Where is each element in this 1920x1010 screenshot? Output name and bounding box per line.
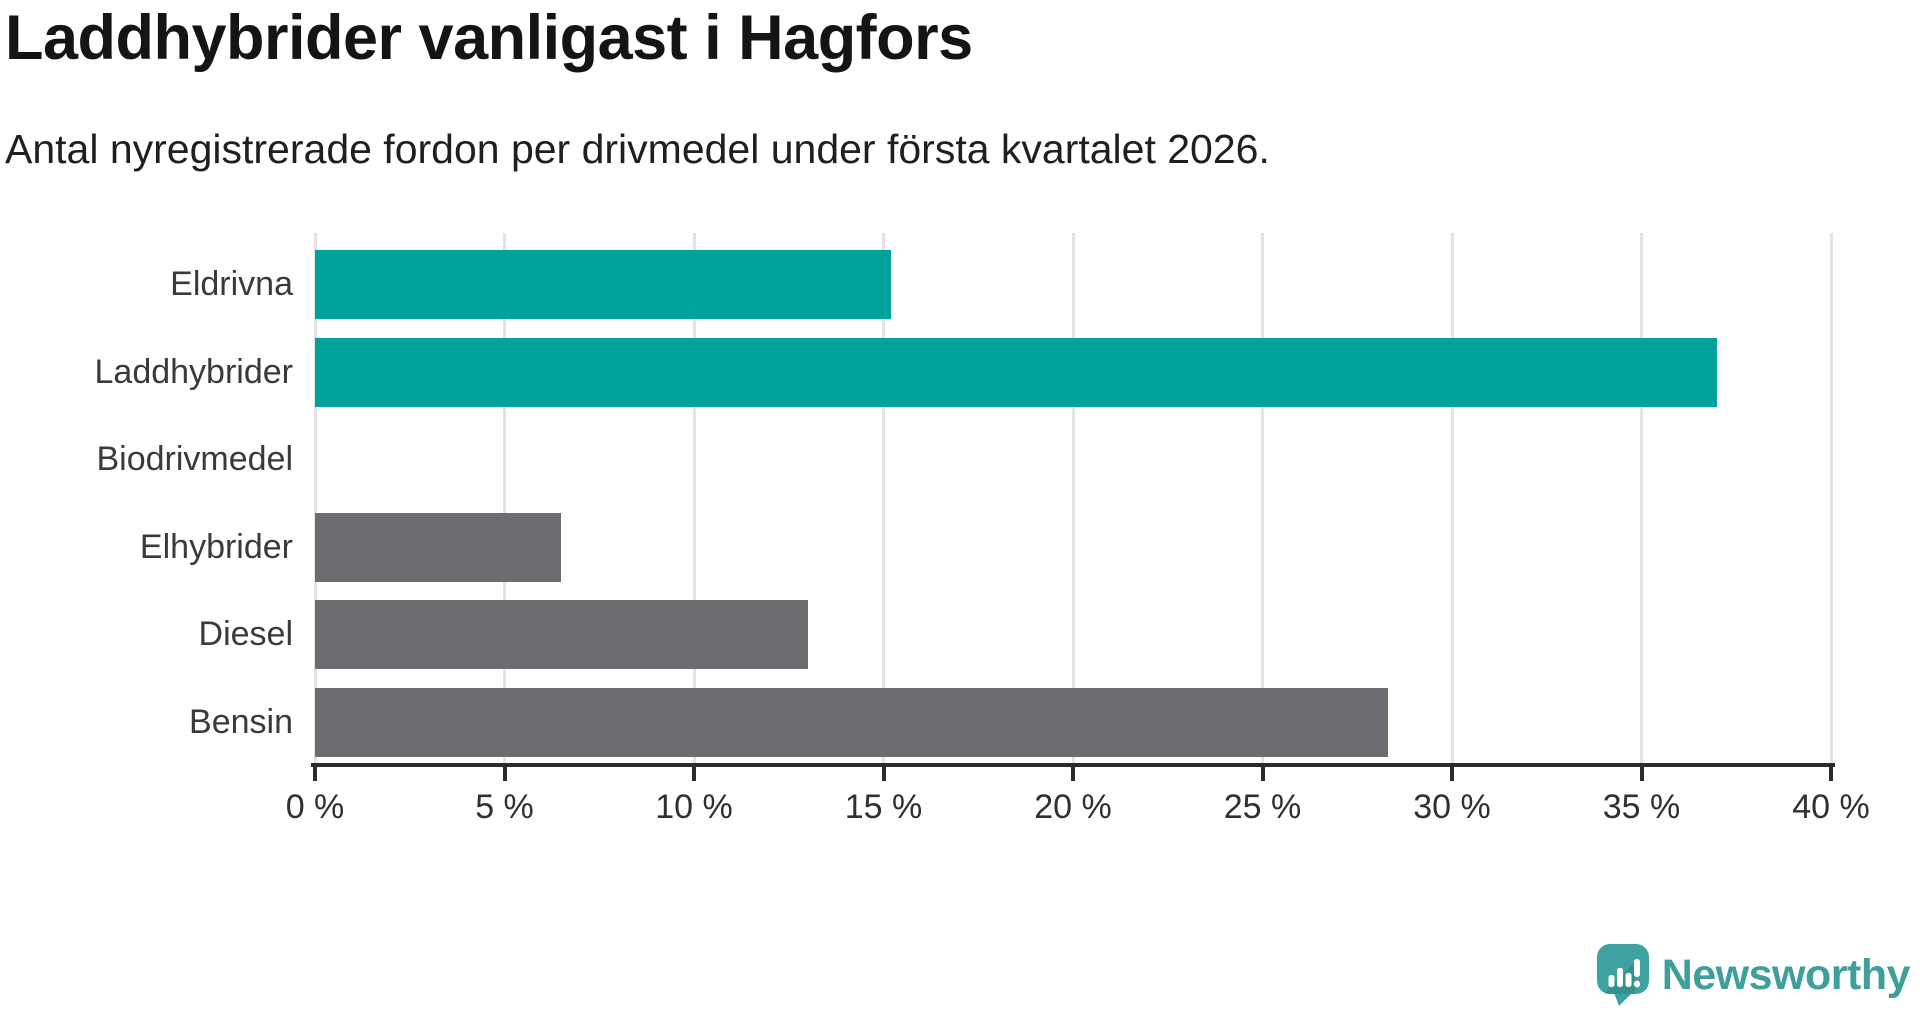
x-axis-tick-35 [1639, 767, 1644, 781]
category-label-laddhybrider: Laddhybrider [94, 352, 293, 391]
x-axis-tick-5 [502, 767, 507, 781]
newsworthy-logo-text: Newsworthy [1661, 950, 1911, 999]
x-gridline-0 [313, 233, 317, 763]
category-label-biodrivmedel: Biodrivmedel [96, 440, 293, 478]
chart-title: Laddhybrider vanligast i Hagfors [5, 3, 973, 73]
x-axis-tick-30 [1450, 767, 1454, 781]
bar-eldrivna [315, 250, 892, 319]
x-gridline-5 [503, 233, 506, 763]
category-label-bensin: Bensin [189, 702, 293, 741]
x-axis-tick-label-40: 40 % [1792, 788, 1870, 826]
x-axis-tick-0 [313, 767, 317, 781]
newsworthy-logo-icon [1596, 944, 1649, 1006]
x-axis-tick-label-0: 0 % [285, 788, 345, 826]
x-gridline-10 [692, 233, 696, 763]
logo-bubble [1596, 944, 1649, 994]
x-gridline-35 [1640, 233, 1643, 763]
x-axis-tick-25 [1260, 767, 1265, 781]
x-axis-tick-label-25: 25 % [1223, 788, 1302, 826]
category-label-eldrivna: Eldrivna [170, 265, 293, 303]
category-label-elhybrider: Elhybrider [139, 527, 293, 566]
chart-subtitle: Antal nyregistrerade fordon per drivmede… [5, 126, 1270, 172]
x-axis-tick-label-15: 15 % [844, 788, 923, 826]
x-gridline-15 [882, 233, 885, 763]
bar-bensin [315, 687, 1388, 757]
logo-barchart-icon [1608, 959, 1640, 988]
x-axis-tick-label-5: 5 % [475, 788, 534, 826]
category-label-diesel: Diesel [198, 615, 293, 653]
x-axis-tick-15 [881, 767, 886, 781]
bar-diesel [315, 600, 808, 669]
x-axis-tick-40 [1829, 767, 1833, 781]
x-axis-tick-label-35: 35 % [1602, 788, 1681, 826]
x-gridline-40 [1829, 233, 1833, 763]
bar-elhybrider [315, 512, 562, 582]
x-axis-tick-label-10: 10 % [655, 788, 733, 826]
x-gridline-20 [1071, 233, 1075, 763]
x-axis-tick-10 [692, 767, 696, 781]
x-axis-tick-label-20: 20 % [1034, 788, 1112, 826]
x-gridline-25 [1261, 233, 1264, 763]
x-axis-tick-20 [1071, 767, 1075, 781]
x-axis-tick-label-30: 30 % [1413, 788, 1491, 826]
bar-laddhybrider [315, 337, 1718, 407]
x-axis-line [311, 763, 1835, 767]
x-gridline-30 [1450, 233, 1454, 763]
newsworthy-logo: Newsworthy [1596, 944, 1911, 1006]
